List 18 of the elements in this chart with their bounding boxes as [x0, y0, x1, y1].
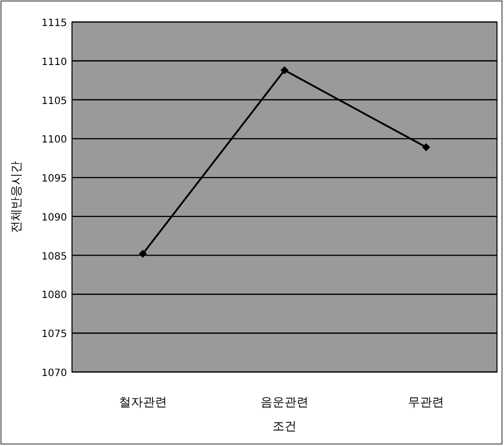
y-tick-label: 1085: [42, 251, 67, 262]
y-tick-label: 1110: [42, 56, 67, 68]
y-axis-title: 전체반응시간: [9, 161, 23, 233]
y-tick-label: 1115: [42, 18, 67, 29]
y-tick-label: 1100: [42, 134, 67, 146]
x-axis-title: 조건: [272, 419, 296, 433]
y-tick-label: 1070: [42, 368, 67, 379]
y-tick-label: 1095: [42, 174, 67, 185]
point: [422, 143, 430, 152]
point: [138, 250, 147, 258]
y-tick-label: 1090: [42, 212, 67, 224]
x-tick-label: 무관련: [408, 395, 444, 409]
y-tick-label: 1075: [42, 329, 67, 340]
y-tick-label: 1105: [42, 96, 67, 107]
point: [280, 66, 288, 74]
x-tick-label: 철자관련: [118, 395, 167, 409]
x-tick-label: 음운관련: [260, 395, 308, 409]
y-tick-label: 1080: [42, 290, 67, 302]
